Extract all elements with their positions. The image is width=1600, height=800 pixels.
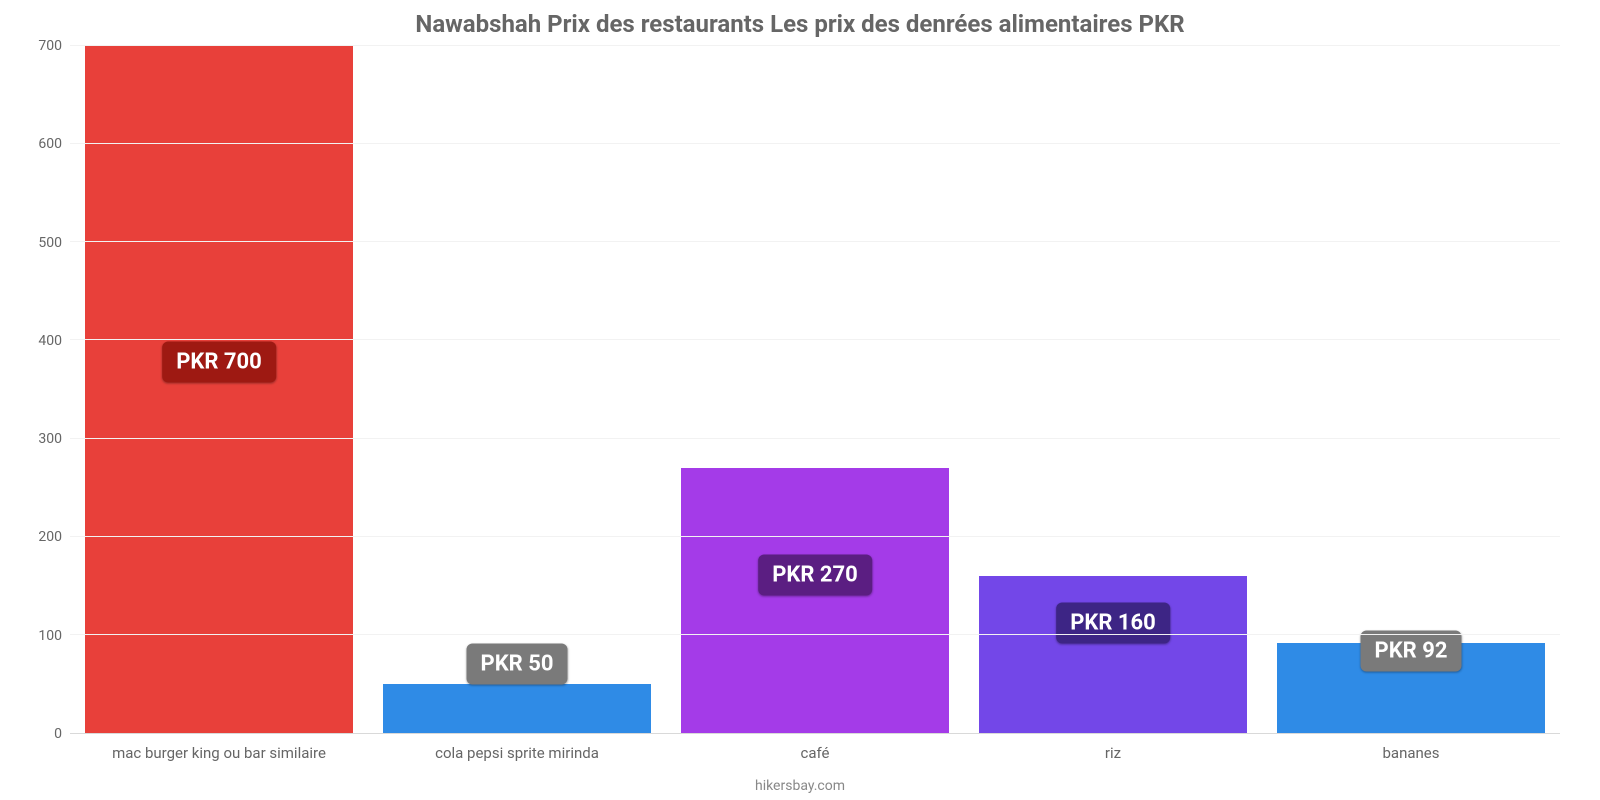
y-tick: 0 [54,726,62,742]
y-axis: 0100200300400500600700 [0,46,70,734]
y-tick: 100 [38,628,62,644]
y-tick: 600 [38,136,62,152]
bars-container: PKR 700 PKR 50 PKR 270 PKR 160 PKR 92 [70,46,1560,733]
bar-slot: PKR 92 [1262,46,1560,733]
value-label: PKR 700 [162,342,276,383]
x-axis: mac burger king ou bar similairecola pep… [0,744,1600,762]
value-label: PKR 270 [758,554,872,595]
bar [383,684,651,733]
x-tick: mac burger king ou bar similaire [70,744,368,762]
y-tick: 400 [38,333,62,349]
value-label: PKR 92 [1361,630,1462,671]
gridline [70,45,1560,46]
price-bar-chart: Nawabshah Prix des restaurants Les prix … [0,0,1600,800]
x-tick: bananes [1262,744,1560,762]
x-tick: café [666,744,964,762]
plot-row: 0100200300400500600700 PKR 700PKR 50PKR … [0,46,1600,734]
gridline [70,438,1560,439]
value-label: PKR 160 [1056,603,1170,644]
y-tick: 700 [38,38,62,54]
bar-slot: PKR 160 [964,46,1262,733]
gridline [70,536,1560,537]
y-tick: 300 [38,431,62,447]
gridline [70,143,1560,144]
bar-slot: PKR 50 [368,46,666,733]
chart-title: Nawabshah Prix des restaurants Les prix … [0,10,1600,38]
gridline [70,634,1560,635]
y-tick: 500 [38,235,62,251]
x-tick: riz [964,744,1262,762]
y-tick: 200 [38,529,62,545]
bar [85,46,353,733]
plot-area: PKR 700 PKR 50 PKR 270 PKR 160 PKR 92 [70,46,1560,734]
bar [681,468,949,733]
bar-slot: PKR 700 [70,46,368,733]
gridline [70,241,1560,242]
x-tick: cola pepsi sprite mirinda [368,744,666,762]
bar [979,576,1247,733]
bar-slot: PKR 270 [666,46,964,733]
source-credit: hikersbay.com [0,778,1600,794]
gridline [70,339,1560,340]
value-label: PKR 50 [467,644,568,685]
